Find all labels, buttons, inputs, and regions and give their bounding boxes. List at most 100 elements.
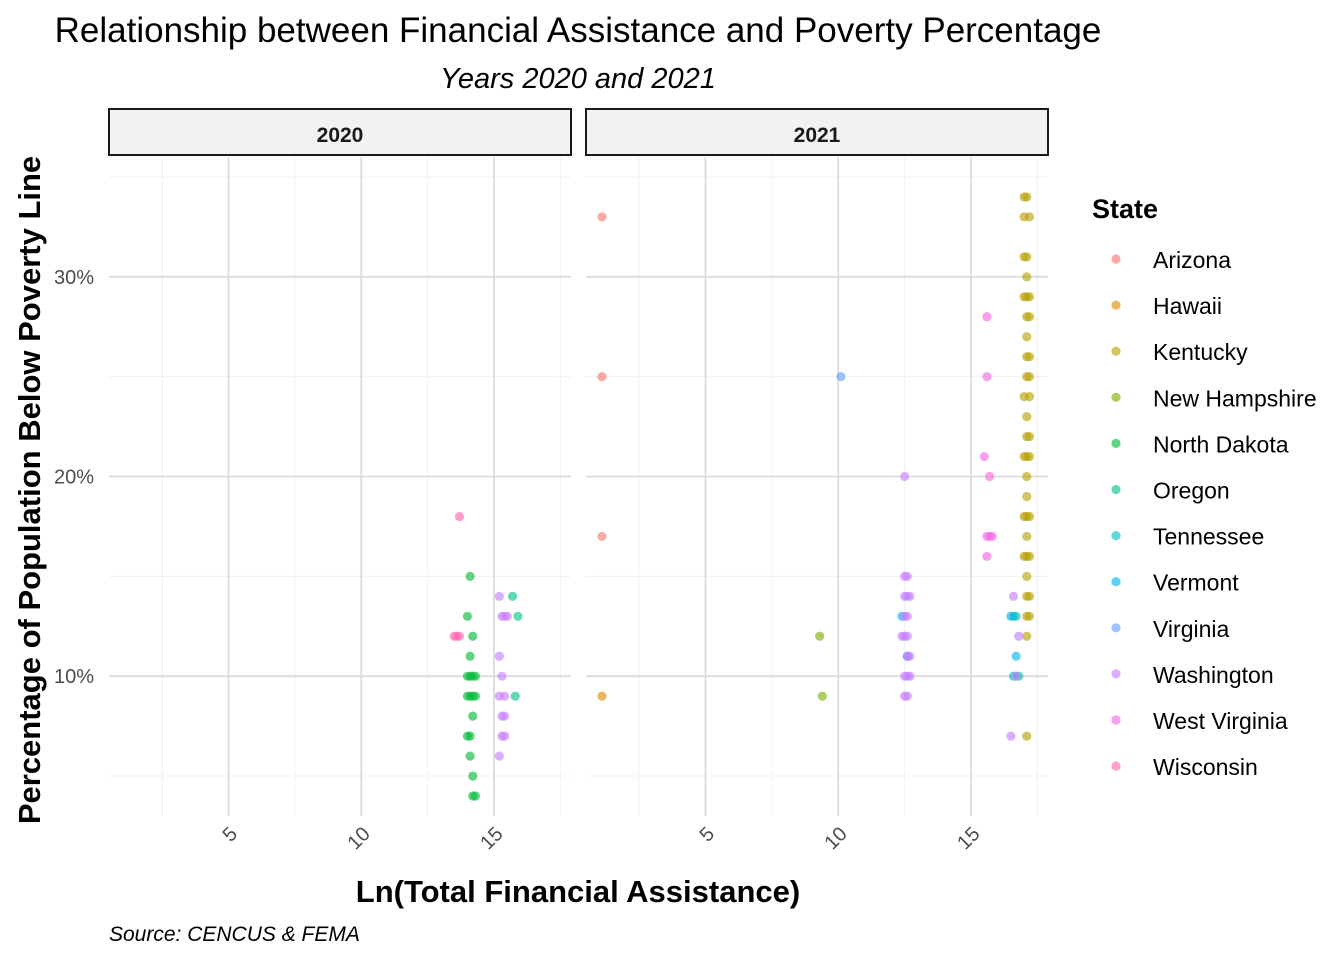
data-point [902, 631, 912, 641]
data-point [494, 751, 504, 761]
data-point [982, 551, 992, 561]
facet-strip-label: 2021 [794, 124, 841, 147]
legend-key [1111, 623, 1121, 633]
y-axis-label: Percentage of Population Below Poverty L… [12, 156, 47, 824]
data-point [905, 671, 915, 681]
data-point [462, 611, 473, 621]
legend-item: Arizona [1111, 247, 1231, 273]
legend-key [1111, 484, 1121, 495]
data-point [500, 691, 510, 701]
data-point [1022, 272, 1032, 282]
legend-key [1111, 531, 1121, 541]
data-point [500, 711, 510, 721]
data-point [1024, 511, 1035, 522]
legend-item: Hawaii [1111, 293, 1222, 319]
data-point [470, 691, 481, 701]
data-point [468, 711, 478, 721]
data-point [1022, 631, 1032, 641]
legend-key [1111, 761, 1121, 771]
data-point [1006, 731, 1016, 741]
data-point [1006, 611, 1016, 621]
legend-label: Kentucky [1153, 339, 1248, 365]
x-tick-label: 5 [219, 823, 242, 846]
data-point [900, 471, 910, 482]
data-point [1024, 292, 1035, 302]
legend-label: Virginia [1153, 616, 1229, 642]
chart-title: Relationship between Financial Assistanc… [55, 11, 1102, 50]
facet-strip [585, 108, 1049, 156]
legend-item: North Dakota [1111, 431, 1289, 457]
data-point [1008, 591, 1019, 601]
facet-strip [108, 108, 572, 156]
data-point [817, 691, 827, 701]
legend-key [1111, 438, 1121, 448]
data-point [494, 591, 504, 601]
data-point [1024, 431, 1035, 442]
legend-item: Tennessee [1111, 524, 1264, 550]
data-point [470, 791, 481, 801]
data-point [1022, 252, 1032, 262]
data-point [1022, 412, 1032, 422]
legend-label: Oregon [1153, 478, 1230, 504]
data-point [454, 631, 465, 641]
data-point [494, 651, 504, 661]
data-point [1014, 631, 1024, 641]
legend-key [1111, 577, 1121, 587]
data-point [597, 212, 607, 222]
legend-item: Vermont [1111, 570, 1239, 596]
data-point [502, 611, 512, 621]
data-point [1024, 392, 1035, 402]
data-point [979, 451, 989, 462]
legend-key [1111, 254, 1121, 264]
data-point [1022, 531, 1032, 542]
data-point [507, 591, 518, 601]
x-tick-label: 10 [343, 823, 374, 854]
data-point [1024, 551, 1035, 561]
legend-item: Wisconsin [1111, 754, 1258, 780]
data-point [510, 691, 520, 701]
data-point [902, 691, 912, 701]
data-point [1022, 731, 1032, 741]
data-point [1011, 671, 1021, 681]
legend-key [1111, 300, 1121, 310]
data-point [987, 531, 997, 542]
data-point [470, 671, 481, 681]
data-point [1011, 651, 1021, 661]
data-point [1024, 212, 1035, 222]
data-point [1022, 192, 1032, 202]
legend-label: New Hampshire [1153, 385, 1317, 411]
data-point [1022, 471, 1032, 482]
legend-label: Vermont [1153, 570, 1239, 596]
data-point [1022, 571, 1032, 581]
data-point [500, 731, 510, 741]
y-tick-label: 10% [54, 666, 94, 688]
data-point [454, 511, 465, 522]
data-point [902, 611, 912, 621]
data-point [982, 312, 992, 322]
data-point [465, 651, 475, 661]
legend-item: Virginia [1111, 616, 1229, 642]
data-point [597, 691, 607, 701]
data-point [1024, 312, 1035, 322]
data-point [597, 531, 607, 542]
panel-2021: 2021 5 10 15 [585, 108, 1049, 854]
data-point [1024, 611, 1035, 621]
legend-label: West Virginia [1153, 708, 1288, 734]
y-tick-label: 20% [54, 467, 94, 489]
legend-label: Arizona [1153, 247, 1231, 273]
legend-key [1111, 392, 1121, 402]
data-point [1024, 372, 1035, 382]
legend-label: Wisconsin [1153, 754, 1258, 780]
legend-key [1111, 669, 1121, 679]
x-tick-label: 5 [696, 823, 719, 846]
data-point [497, 671, 507, 681]
data-point [984, 471, 995, 482]
legend-label: North Dakota [1153, 431, 1289, 457]
data-point [597, 372, 607, 382]
legend: State Arizona Hawaii Kentucky New Hampshire… [1092, 194, 1317, 780]
legend-item: New Hampshire [1111, 385, 1317, 411]
chart-caption: Source: CENCUS & FEMA [109, 923, 360, 946]
x-tick-label: 15 [476, 823, 507, 854]
data-point [1022, 332, 1032, 342]
data-point [982, 372, 992, 382]
